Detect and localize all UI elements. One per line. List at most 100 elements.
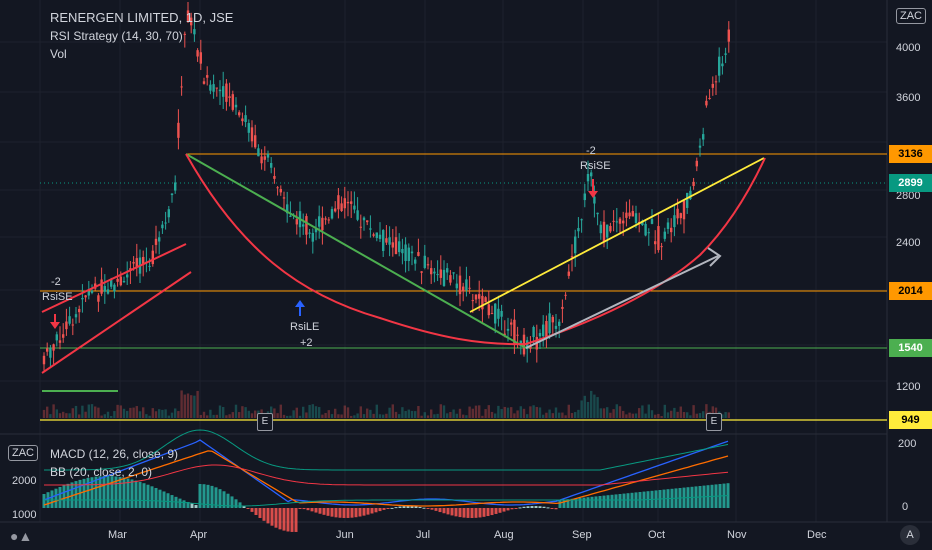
volume-legend[interactable]: Vol [50, 47, 67, 61]
red-channel-upper[interactable] [41, 243, 187, 313]
candle-body [465, 279, 468, 291]
symbol-title[interactable]: RENERGEN LIMITED, 1D, JSE [50, 10, 234, 25]
green-trendline[interactable] [185, 153, 527, 349]
volume-bar [670, 410, 673, 418]
macd-histogram-bar [158, 489, 162, 508]
candle-body [295, 219, 298, 225]
red-arc-curve[interactable] [185, 153, 766, 346]
volume-bar [151, 408, 154, 418]
volume-bar [506, 407, 510, 418]
price-tag-949[interactable]: 949 [889, 411, 932, 429]
candle-body [65, 321, 68, 330]
macd-histogram-bar [626, 493, 630, 508]
volume-bar [567, 404, 570, 418]
candle-body [385, 238, 388, 243]
volume-bar [247, 410, 250, 418]
volume-bar [577, 409, 580, 418]
volume-bar [241, 406, 244, 418]
macd-histogram-bar [506, 508, 510, 511]
candle-body [551, 316, 554, 323]
signal-qty: -2 [586, 145, 596, 157]
macd-histogram-bar [246, 508, 250, 509]
macd-histogram-bar [522, 506, 526, 508]
volume-bar [87, 404, 90, 418]
macd-histogram-bar [438, 508, 442, 513]
price-tag-2014[interactable]: 2014 [889, 282, 932, 300]
volume-bar [282, 414, 286, 418]
macd-histogram-bar [346, 508, 350, 518]
volume-bar [471, 408, 474, 418]
volume-bar [452, 409, 455, 418]
sub-currency-label[interactable]: ZAC [8, 445, 38, 461]
macd-histogram-bar [198, 484, 202, 508]
earnings-marker[interactable]: E [706, 413, 722, 431]
volume-bar [398, 414, 401, 418]
yellow-trendline[interactable] [469, 157, 765, 313]
candle-body [542, 324, 545, 337]
candle-body [602, 221, 606, 243]
volume-bar [647, 404, 650, 418]
macd-histogram-bar [414, 506, 418, 508]
macd-histogram-bar [566, 499, 570, 508]
volume-bar [554, 407, 558, 418]
volume-bar [154, 411, 158, 418]
macd-histogram-bar [266, 508, 270, 524]
macd-histogram-bar [514, 508, 518, 509]
volume-bar [481, 415, 484, 418]
volume-bar [167, 415, 170, 418]
volume-bar [561, 412, 564, 418]
candle-body [698, 145, 702, 148]
macd-legend[interactable]: MACD (12, 26, close, 9) [50, 447, 179, 461]
candle-body [442, 269, 446, 286]
volume-bar [238, 412, 241, 418]
candle-body [682, 200, 686, 220]
candle-body [567, 271, 570, 276]
volume-bar [231, 412, 234, 418]
volume-bar [644, 413, 647, 418]
macd-histogram-bar [90, 477, 94, 508]
volume-bar [110, 415, 113, 418]
auto-scale-button[interactable]: A [900, 525, 920, 545]
time-tick: Nov [727, 529, 747, 541]
candle-body [711, 83, 714, 88]
volume-bar [500, 409, 503, 418]
volume-bar [426, 415, 430, 418]
candle-body [577, 228, 580, 232]
volume-bar [596, 397, 599, 418]
macd-histogram-bar [350, 508, 354, 518]
earnings-marker[interactable]: E [257, 413, 273, 431]
volume-bar [126, 410, 129, 418]
candle-body [183, 33, 186, 35]
gray-trend-arrow[interactable] [525, 255, 719, 349]
currency-label[interactable]: ZAC [896, 8, 926, 24]
strategy-legend[interactable]: RSI Strategy (14, 30, 70) [50, 29, 183, 43]
macd-histogram-bar [142, 483, 146, 508]
candle-body [679, 213, 682, 219]
red-channel-lower[interactable] [41, 271, 192, 374]
candle-body [618, 218, 622, 224]
macd-histogram-bar [450, 508, 454, 516]
price-tag-3136[interactable]: 3136 [889, 145, 932, 163]
volume-bar [657, 413, 660, 418]
signal-name: RsiSE [42, 291, 73, 303]
price-tag-1540[interactable]: 1540 [889, 339, 932, 357]
tradingview-logo-icon[interactable]: ●▲ [10, 528, 33, 544]
candle-body [330, 209, 334, 219]
candle-body [164, 222, 167, 224]
candle-body [439, 269, 442, 278]
price-tag-last[interactable]: 2899 [889, 174, 932, 192]
candle-body [110, 279, 113, 287]
volume-bar [94, 406, 97, 418]
candle-body [570, 256, 574, 258]
volume-bar [46, 406, 49, 418]
volume-bar [618, 406, 622, 418]
up-arrow-icon [295, 300, 305, 316]
volume-bar [551, 413, 554, 418]
price-tick: 2400 [896, 237, 921, 249]
macd-histogram-bar [538, 506, 542, 508]
candle-body [366, 220, 369, 223]
bb-legend[interactable]: BB (20, close, 2, 0) [50, 465, 153, 479]
volume-bar [71, 408, 74, 418]
macd-pane [42, 429, 730, 532]
